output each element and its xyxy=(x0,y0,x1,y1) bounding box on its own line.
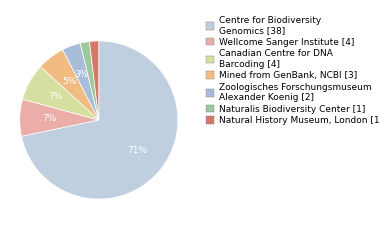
Wedge shape xyxy=(89,41,99,120)
Wedge shape xyxy=(21,41,178,199)
Wedge shape xyxy=(41,50,99,120)
Text: 7%: 7% xyxy=(43,114,57,123)
Text: 3%: 3% xyxy=(74,70,89,78)
Legend: Centre for Biodiversity
Genomics [38], Wellcome Sanger Institute [4], Canadian C: Centre for Biodiversity Genomics [38], W… xyxy=(206,16,380,125)
Wedge shape xyxy=(22,67,99,120)
Text: 7%: 7% xyxy=(49,92,63,101)
Wedge shape xyxy=(80,42,99,120)
Text: 71%: 71% xyxy=(127,146,147,155)
Wedge shape xyxy=(20,99,99,136)
Wedge shape xyxy=(63,43,99,120)
Text: 5%: 5% xyxy=(62,77,76,85)
